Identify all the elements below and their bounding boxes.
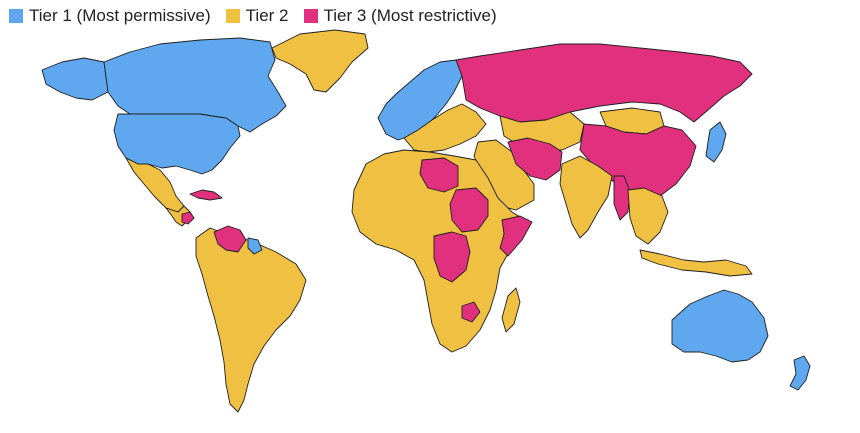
region-russia bbox=[455, 43, 753, 123]
region-cuba bbox=[189, 189, 223, 201]
region-south-america bbox=[195, 227, 307, 413]
region-japan bbox=[705, 121, 727, 163]
legend-swatch-tier1 bbox=[9, 9, 23, 23]
legend-label-tier3: Tier 3 (Most restrictive) bbox=[323, 6, 497, 25]
region-guyana bbox=[247, 237, 263, 255]
region-greenland bbox=[271, 29, 369, 93]
region-myanmar bbox=[613, 175, 631, 221]
region-sudan bbox=[449, 187, 489, 233]
region-india bbox=[559, 155, 613, 239]
legend-item-tier1: Tier 1 (Most permissive) bbox=[9, 6, 211, 26]
region-madagascar bbox=[501, 287, 521, 333]
legend-label-tier2: Tier 2 bbox=[245, 6, 289, 25]
region-somalia bbox=[499, 215, 533, 257]
region-libya bbox=[419, 157, 459, 193]
region-venezuela bbox=[213, 225, 247, 253]
region-australia bbox=[671, 289, 769, 363]
region-zimbabwe bbox=[461, 301, 481, 323]
region-iran bbox=[507, 137, 563, 181]
legend-swatch-tier2 bbox=[225, 9, 240, 23]
legend-swatch-tier3 bbox=[303, 9, 318, 23]
legend-item-tier3: Tier 3 (Most restrictive) bbox=[303, 6, 497, 26]
region-new-zealand bbox=[789, 355, 811, 391]
region-indonesia bbox=[639, 249, 753, 277]
legend-label-tier1: Tier 1 (Most permissive) bbox=[29, 6, 211, 25]
region-dr-congo bbox=[433, 231, 471, 283]
region-alaska bbox=[41, 57, 109, 101]
region-southeast-asia bbox=[627, 187, 669, 245]
legend: Tier 1 (Most permissive) Tier 2 Tier 3 (… bbox=[9, 6, 512, 26]
region-nicaragua bbox=[181, 211, 195, 225]
legend-item-tier2: Tier 2 bbox=[225, 6, 289, 26]
